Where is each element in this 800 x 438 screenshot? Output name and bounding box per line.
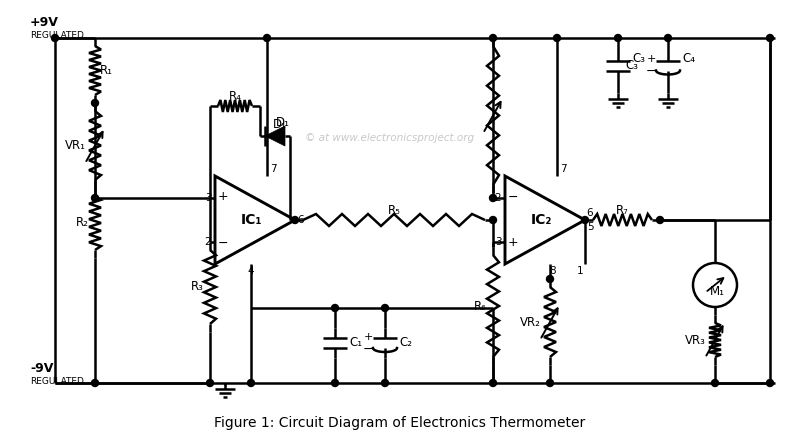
Circle shape (51, 35, 58, 42)
Text: R₅: R₅ (387, 204, 401, 216)
Text: −: − (362, 343, 374, 356)
Text: -9V: -9V (30, 363, 54, 375)
Circle shape (490, 194, 497, 201)
Text: 3: 3 (494, 237, 502, 247)
Circle shape (291, 216, 298, 223)
Circle shape (490, 379, 497, 386)
Circle shape (582, 216, 589, 223)
Text: +: + (218, 191, 228, 204)
Circle shape (546, 276, 554, 283)
Circle shape (766, 35, 774, 42)
Circle shape (711, 379, 718, 386)
Text: 3: 3 (205, 193, 211, 203)
Text: 2: 2 (205, 237, 211, 247)
Text: REGULATED: REGULATED (30, 31, 84, 39)
Text: −: − (508, 191, 518, 204)
Circle shape (331, 304, 338, 311)
Polygon shape (265, 126, 285, 146)
Text: 4: 4 (248, 266, 254, 276)
Text: 5: 5 (586, 222, 594, 232)
Text: REGULATED: REGULATED (30, 377, 84, 385)
Text: +: + (508, 237, 518, 250)
Text: IC₂: IC₂ (530, 213, 552, 227)
Circle shape (490, 35, 497, 42)
Text: 7: 7 (560, 164, 566, 174)
Text: D₁: D₁ (273, 117, 287, 131)
Text: 6: 6 (586, 208, 594, 218)
Text: C₁: C₁ (349, 336, 362, 350)
Text: VR₂: VR₂ (519, 315, 541, 328)
Circle shape (490, 216, 497, 223)
Text: +9V: +9V (30, 17, 59, 29)
Text: R₂: R₂ (75, 216, 89, 230)
Circle shape (206, 379, 214, 386)
Circle shape (91, 99, 98, 106)
Text: C₃: C₃ (632, 52, 645, 64)
Text: +: + (646, 54, 656, 64)
Text: R₆: R₆ (474, 300, 486, 312)
Text: 6: 6 (298, 215, 304, 225)
Circle shape (91, 194, 98, 201)
Circle shape (657, 216, 663, 223)
Circle shape (382, 379, 389, 386)
Text: 8: 8 (550, 266, 556, 276)
Text: 1: 1 (577, 266, 583, 276)
Text: R₁: R₁ (99, 64, 113, 77)
Circle shape (665, 35, 671, 42)
Text: R₄: R₄ (229, 91, 242, 103)
Circle shape (546, 379, 554, 386)
Circle shape (382, 304, 389, 311)
Text: C₃: C₃ (626, 59, 638, 72)
Text: D₁: D₁ (276, 117, 290, 130)
Text: +: + (363, 332, 373, 342)
Circle shape (766, 379, 774, 386)
Text: VR₃: VR₃ (685, 333, 706, 346)
Circle shape (91, 379, 98, 386)
Text: Figure 1: Circuit Diagram of Electronics Thermometer: Figure 1: Circuit Diagram of Electronics… (214, 416, 586, 430)
Text: −: − (218, 237, 228, 250)
Text: −: − (646, 65, 656, 78)
Circle shape (614, 35, 622, 42)
Circle shape (247, 379, 254, 386)
Text: VR₁: VR₁ (65, 139, 86, 152)
Text: © at www.electronicsproject.org: © at www.electronicsproject.org (306, 133, 474, 143)
Text: R₇: R₇ (616, 204, 629, 216)
Circle shape (554, 35, 561, 42)
Text: 2: 2 (494, 193, 502, 203)
Text: 7: 7 (270, 164, 276, 174)
Circle shape (331, 379, 338, 386)
Text: IC₁: IC₁ (240, 213, 262, 227)
Text: R₃: R₃ (190, 280, 203, 293)
Text: M₁: M₁ (710, 285, 725, 298)
Circle shape (263, 35, 270, 42)
Text: C₂: C₂ (399, 336, 412, 350)
Text: C₄: C₄ (682, 52, 695, 64)
